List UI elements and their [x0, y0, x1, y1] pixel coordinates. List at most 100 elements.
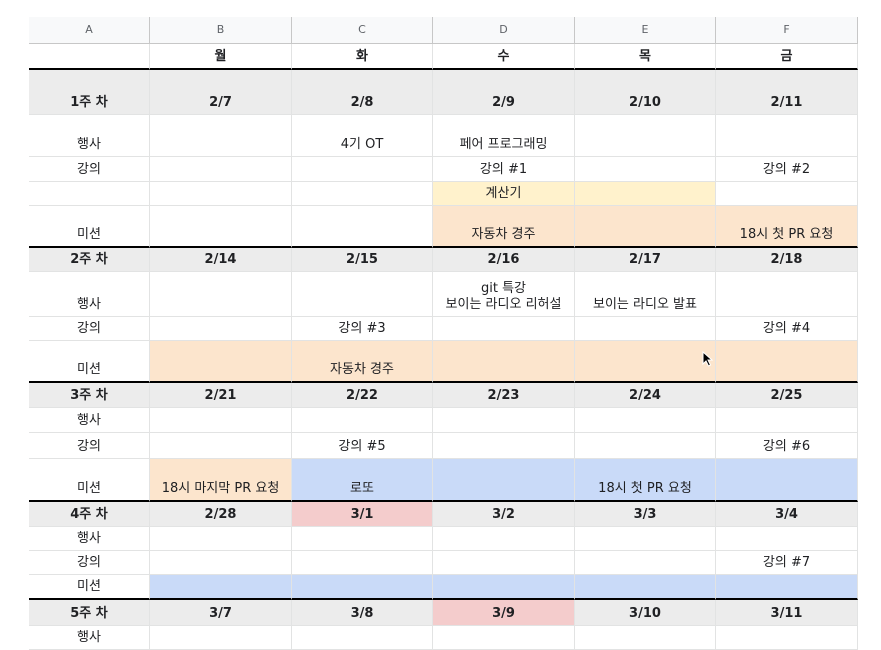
- cell[interactable]: [716, 115, 858, 157]
- cell[interactable]: [716, 626, 858, 650]
- cell[interactable]: 강의 #6: [716, 433, 858, 459]
- column-header-f[interactable]: F: [716, 17, 858, 44]
- cell[interactable]: [29, 44, 150, 70]
- row-label-event[interactable]: 행사: [29, 626, 150, 650]
- date-cell[interactable]: 3/8: [292, 600, 433, 626]
- cell[interactable]: 강의 #3: [292, 317, 433, 341]
- date-cell[interactable]: 3/11: [716, 600, 858, 626]
- day-mon[interactable]: 월: [150, 44, 292, 70]
- cell[interactable]: [716, 341, 858, 383]
- date-cell[interactable]: 3/10: [575, 600, 716, 626]
- cell[interactable]: [575, 575, 716, 600]
- date-cell[interactable]: 2/24: [575, 383, 716, 408]
- date-cell[interactable]: 3/1: [292, 502, 433, 527]
- cell[interactable]: [150, 341, 292, 383]
- column-header-d[interactable]: D: [433, 17, 575, 44]
- cell[interactable]: 강의 #4: [716, 317, 858, 341]
- cell[interactable]: 4기 OT: [292, 115, 433, 157]
- cell[interactable]: [150, 317, 292, 341]
- cell[interactable]: [150, 575, 292, 600]
- cell[interactable]: [433, 317, 575, 341]
- cell[interactable]: [150, 272, 292, 317]
- cell[interactable]: [150, 206, 292, 248]
- row-label-mission[interactable]: 미션: [29, 206, 150, 248]
- cell[interactable]: [575, 433, 716, 459]
- cell[interactable]: [575, 182, 716, 206]
- date-cell[interactable]: 2/21: [150, 383, 292, 408]
- cell[interactable]: [292, 157, 433, 182]
- date-cell[interactable]: 3/7: [150, 600, 292, 626]
- cell[interactable]: [292, 527, 433, 551]
- cell[interactable]: [433, 527, 575, 551]
- date-cell[interactable]: 2/16: [433, 248, 575, 272]
- cell[interactable]: [292, 551, 433, 575]
- date-cell[interactable]: 3/2: [433, 502, 575, 527]
- day-wed[interactable]: 수: [433, 44, 575, 70]
- date-cell[interactable]: 2/15: [292, 248, 433, 272]
- cell[interactable]: [716, 575, 858, 600]
- row-label-event[interactable]: 행사: [29, 408, 150, 433]
- cell[interactable]: [575, 408, 716, 433]
- cell[interactable]: [716, 408, 858, 433]
- day-fri[interactable]: 금: [716, 44, 858, 70]
- cell[interactable]: 페어 프로그래밍: [433, 115, 575, 157]
- cell[interactable]: [150, 626, 292, 650]
- cell[interactable]: 강의 #2: [716, 157, 858, 182]
- cell[interactable]: [575, 341, 716, 383]
- cell[interactable]: 자동차 경주: [292, 341, 433, 383]
- row-label-event[interactable]: 행사: [29, 527, 150, 551]
- column-header-b[interactable]: B: [150, 17, 292, 44]
- cell[interactable]: [292, 408, 433, 433]
- cell[interactable]: [433, 626, 575, 650]
- cell[interactable]: [716, 272, 858, 317]
- date-cell[interactable]: 2/22: [292, 383, 433, 408]
- date-cell[interactable]: 2/28: [150, 502, 292, 527]
- date-cell[interactable]: 2/14: [150, 248, 292, 272]
- cell[interactable]: [575, 157, 716, 182]
- cell[interactable]: [716, 459, 858, 502]
- cell[interactable]: [150, 551, 292, 575]
- cell[interactable]: [292, 182, 433, 206]
- row-label-mission[interactable]: 미션: [29, 341, 150, 383]
- cell[interactable]: [433, 575, 575, 600]
- week-label[interactable]: 4주 차: [29, 502, 150, 527]
- cell[interactable]: [433, 433, 575, 459]
- date-cell[interactable]: 2/23: [433, 383, 575, 408]
- cell[interactable]: 보이는 라디오 발표: [575, 272, 716, 317]
- date-cell[interactable]: 2/18: [716, 248, 858, 272]
- cell[interactable]: [433, 551, 575, 575]
- row-label-lecture[interactable]: 강의: [29, 433, 150, 459]
- cell[interactable]: [575, 551, 716, 575]
- cell[interactable]: [575, 206, 716, 248]
- cell[interactable]: [150, 115, 292, 157]
- cell[interactable]: [575, 115, 716, 157]
- cell[interactable]: 강의 #1: [433, 157, 575, 182]
- row-label-event[interactable]: 행사: [29, 115, 150, 157]
- day-thu[interactable]: 목: [575, 44, 716, 70]
- cell[interactable]: [292, 626, 433, 650]
- cell[interactable]: git 특강 보이는 라디오 리허설: [433, 272, 575, 317]
- row-label-lecture[interactable]: 강의: [29, 157, 150, 182]
- cell[interactable]: 18시 첫 PR 요청: [575, 459, 716, 502]
- cell[interactable]: [433, 341, 575, 383]
- cell[interactable]: [575, 527, 716, 551]
- cell[interactable]: [29, 182, 150, 206]
- date-cell[interactable]: 2/11: [716, 70, 858, 115]
- column-header-a[interactable]: A: [29, 17, 150, 44]
- row-label-lecture[interactable]: 강의: [29, 317, 150, 341]
- cell[interactable]: [716, 527, 858, 551]
- date-cell[interactable]: 2/17: [575, 248, 716, 272]
- date-cell[interactable]: 3/9: [433, 600, 575, 626]
- cell[interactable]: 로또: [292, 459, 433, 502]
- date-cell[interactable]: 3/4: [716, 502, 858, 527]
- column-header-e[interactable]: E: [575, 17, 716, 44]
- date-cell[interactable]: 2/25: [716, 383, 858, 408]
- cell[interactable]: 18시 첫 PR 요청: [716, 206, 858, 248]
- cell[interactable]: [292, 575, 433, 600]
- date-cell[interactable]: 2/10: [575, 70, 716, 115]
- cell[interactable]: 18시 마지막 PR 요청: [150, 459, 292, 502]
- cell[interactable]: [433, 408, 575, 433]
- column-header-c[interactable]: C: [292, 17, 433, 44]
- cell[interactable]: [150, 408, 292, 433]
- cell[interactable]: [292, 272, 433, 317]
